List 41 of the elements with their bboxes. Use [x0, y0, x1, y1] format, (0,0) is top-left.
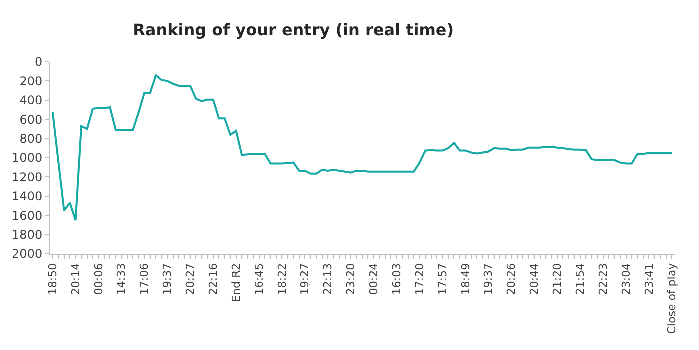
- x-tick-label: 23:41: [642, 263, 656, 296]
- x-tick-label: 20:44: [528, 263, 542, 296]
- x-tick-label: 00:24: [368, 263, 381, 296]
- x-tick-label: 23:04: [620, 263, 633, 296]
- x-tick-label: 18:50: [46, 263, 60, 296]
- x-tick-label: 17:06: [138, 263, 152, 296]
- x-tick-label: 00:06: [92, 263, 106, 296]
- x-tick-label: End R2: [230, 263, 243, 302]
- x-tick-label: 22:13: [322, 263, 335, 296]
- x-tick-label: 17:20: [413, 263, 426, 296]
- x-tick-label: 21:54: [574, 263, 587, 296]
- x-tick-label: 20:26: [505, 263, 518, 296]
- y-tick-label: 600: [20, 112, 43, 127]
- x-tick-label: Close of play: [666, 262, 679, 334]
- y-tick-label: 1200: [12, 170, 43, 184]
- y-tick-label: 2000: [12, 247, 43, 262]
- x-tick-label: 17:57: [436, 263, 450, 296]
- x-tick-label: 21:20: [551, 263, 564, 296]
- x-tick-label: 20:27: [184, 263, 198, 296]
- x-tick-label: 16:03: [390, 263, 404, 296]
- x-tick-label: 18:49: [459, 263, 472, 296]
- y-tick-label: 200: [20, 74, 43, 88]
- x-tick-label: 18:22: [276, 263, 289, 296]
- line-series: [52, 74, 674, 222]
- y-tick-label: 1400: [12, 190, 43, 204]
- y-tick-label: 0: [34, 55, 43, 70]
- y-tick-label: 1000: [12, 151, 43, 166]
- x-tick-label: 14:33: [115, 263, 128, 296]
- x-tick-label: 19:37: [482, 263, 496, 296]
- x-tick-label: 19:37: [161, 263, 174, 296]
- x-tick-label: 22:23: [596, 263, 610, 296]
- x-tick-label: 19:27: [298, 263, 312, 296]
- chart-title: Ranking of your entry (in real time): [133, 20, 454, 40]
- x-tick-label: 22:16: [206, 263, 220, 296]
- x-tick-label: 20:14: [69, 263, 82, 296]
- y-tick-label: 400: [20, 94, 43, 108]
- x-tick-label: 16:45: [252, 263, 266, 296]
- y-tick-label: 1800: [12, 228, 43, 242]
- x-tick-label: 23:20: [344, 263, 358, 296]
- y-tick-label: 1600: [12, 208, 43, 223]
- y-tick-label: 800: [20, 132, 43, 146]
